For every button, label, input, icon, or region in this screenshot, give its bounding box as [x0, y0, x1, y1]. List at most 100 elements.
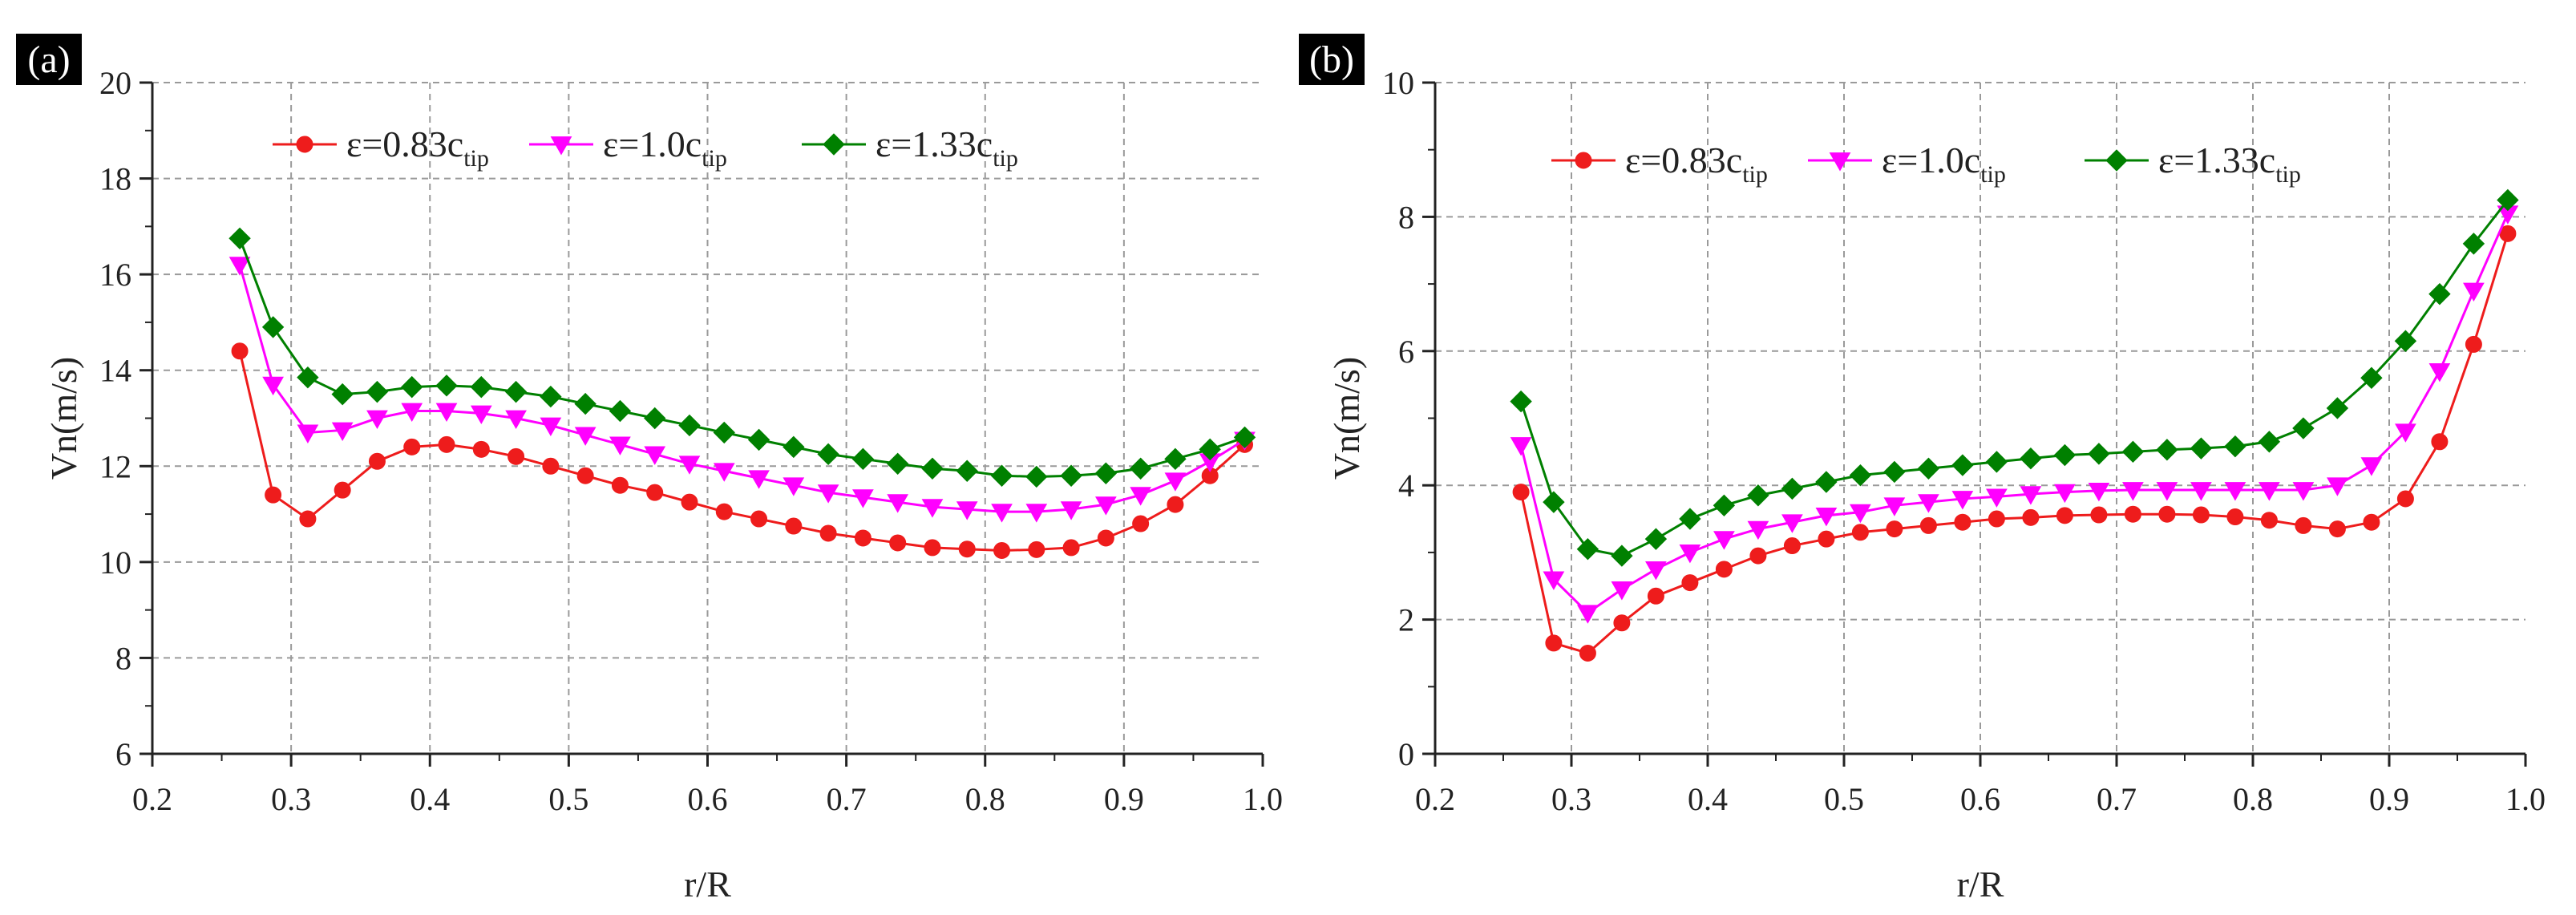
data-point: [886, 452, 909, 476]
data-point: [2156, 439, 2178, 461]
data-point: [2192, 506, 2210, 524]
series-green: [1510, 188, 2519, 567]
data-point: [401, 375, 423, 399]
data-point: [956, 501, 978, 520]
data-point: [231, 342, 249, 360]
data-point: [262, 376, 284, 396]
y-tick-label: 20: [99, 65, 131, 101]
data-point: [1951, 454, 1974, 476]
y-axis-label: Vn(m/s): [1326, 357, 1367, 480]
data-point: [1783, 537, 1801, 555]
panel-label-box: [16, 34, 82, 85]
data-point: [1818, 530, 1835, 548]
data-point: [2260, 512, 2278, 529]
data-point: [817, 484, 839, 504]
legend-label: ε=1.33ctip: [2158, 140, 2301, 188]
chart-panel-b: 0.2 0.3 0.4 0.5 0.6 0.7 0.8 0.9 1.0 0 2 4 6 8 10 r/R Vn(…: [1299, 34, 2546, 905]
y-tick-label: 16: [99, 257, 131, 293]
legend-marker: [550, 136, 572, 156]
data-point: [299, 510, 317, 528]
data-point: [540, 417, 562, 436]
data-point: [1715, 561, 1733, 578]
data-point: [1883, 497, 1906, 516]
x-tick-label: 0.2: [1415, 781, 1455, 817]
data-point: [1713, 531, 1735, 550]
data-point: [1883, 460, 1906, 484]
data-point: [1543, 491, 1565, 513]
series-line: [1519, 199, 2509, 557]
data-point: [2053, 443, 2077, 467]
data-point: [1028, 540, 1045, 558]
data-point: [2327, 477, 2348, 496]
y-tick-label: 0: [1398, 736, 1414, 772]
y-tick-label: 8: [1398, 199, 1414, 235]
series-line: [1519, 233, 2509, 655]
data-point: [2360, 366, 2383, 389]
y-tick-label: 10: [99, 545, 131, 581]
data-point: [1199, 438, 1221, 461]
legend-item: ε=1.0ctip: [529, 123, 727, 172]
data-point: [2020, 486, 2042, 505]
data-point: [1132, 515, 1150, 532]
y-tick-label: 18: [99, 161, 131, 197]
data-point: [993, 542, 1011, 560]
legend-label-subscript: tip: [1980, 161, 2006, 188]
legend-label-subscript: tip: [1742, 161, 1768, 188]
legend: ε=0.83ctip ε=1.0ctip ε=1.33ctip: [1551, 140, 2301, 188]
data-point: [2121, 440, 2145, 464]
data-point: [228, 257, 251, 276]
data-point: [644, 446, 666, 465]
data-point: [1919, 516, 1937, 534]
x-tick-label: 1.0: [1243, 781, 1283, 817]
data-point: [1576, 538, 1599, 561]
y-tick-label: 8: [115, 640, 131, 676]
x-tick-label: 0.4: [410, 781, 450, 817]
data-point: [713, 421, 735, 444]
data-point: [2258, 431, 2281, 453]
data-point: [958, 540, 976, 558]
data-point: [1781, 514, 1803, 533]
data-point: [2428, 282, 2451, 306]
data-point: [2190, 437, 2213, 460]
data-point: [1850, 504, 1871, 524]
data-point: [1985, 451, 2008, 473]
data-point: [1749, 547, 1767, 565]
data-point: [2465, 335, 2482, 353]
data-point: [2292, 482, 2315, 501]
x-tick-label: 0.8: [2233, 781, 2273, 817]
data-point: [435, 403, 458, 423]
data-point: [851, 447, 875, 471]
y-tick-label: 10: [1382, 65, 1414, 101]
data-point: [644, 407, 666, 430]
data-point: [2431, 433, 2449, 451]
x-tick-label: 0.6: [688, 781, 728, 817]
x-axis-label: r/R: [1957, 864, 2004, 905]
data-point: [2326, 397, 2349, 419]
series-line: [238, 350, 1246, 553]
data-point: [1647, 587, 1664, 605]
data-point: [956, 460, 978, 482]
x-tick-label: 0.6: [1960, 781, 2000, 817]
x-tick-label: 0.5: [1824, 781, 1864, 817]
data-point: [785, 517, 803, 535]
data-point: [366, 380, 389, 403]
data-point: [470, 375, 493, 399]
data-point: [678, 455, 701, 475]
data-point: [2224, 435, 2246, 458]
data-point: [783, 477, 805, 496]
data-point: [1167, 496, 1184, 513]
y-axis-label: Vn(m/s): [43, 357, 84, 480]
data-point: [504, 380, 528, 403]
data-point: [1543, 571, 1565, 590]
data-point: [2020, 447, 2042, 470]
data-point: [1025, 504, 1048, 523]
data-point: [1951, 491, 1974, 510]
data-point: [1060, 501, 1082, 520]
data-point: [403, 438, 421, 455]
data-point: [1815, 507, 1838, 527]
data-point: [2156, 482, 2178, 501]
x-tick-label: 0.3: [1551, 781, 1591, 817]
y-tick-label: 14: [99, 353, 131, 389]
data-point: [1094, 462, 1118, 484]
